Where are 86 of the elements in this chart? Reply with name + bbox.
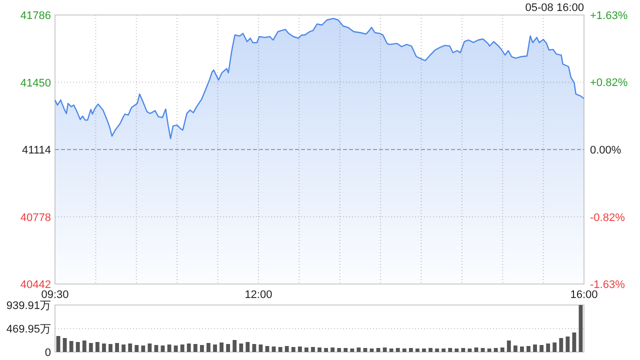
bar [442,348,446,352]
bar [396,348,400,352]
bar [272,346,276,352]
bar [206,343,210,352]
y-tick-label: 0 [44,347,51,359]
y2-tick-label: +0.82% [590,76,628,89]
y-tick-label: 41450 [20,77,51,90]
bar [122,344,126,352]
bar [566,336,570,352]
bar [304,348,308,352]
y-tick-label: 41786 [20,10,51,22]
bar [62,338,67,352]
bar [148,344,152,352]
bar [128,344,132,352]
bar [278,347,282,352]
bar [461,348,466,352]
bar [141,346,146,352]
bar [200,345,204,352]
bar [389,348,394,352]
bar [252,344,256,352]
y2-tick-label: 0.00% [590,144,622,156]
bar [76,342,80,352]
bar [311,347,315,352]
bar [350,348,354,352]
bar [356,348,361,352]
bar [422,348,426,352]
x-tick-label: 09:30 [41,289,69,301]
bar [448,348,452,352]
bar [494,348,498,352]
bar [193,344,198,352]
bar [108,344,112,352]
bar [513,346,518,352]
bar [69,341,74,352]
y2-tick-label: +1.63% [590,10,628,22]
bar [402,348,406,352]
bar [246,342,250,352]
bar [552,342,557,352]
bar [220,342,224,352]
bar [344,348,348,352]
bar [180,344,184,352]
bar [239,344,244,352]
bar [533,344,537,352]
bar [324,348,328,352]
y-tick-label: 41114 [22,144,51,156]
bar [408,348,413,352]
bar [428,348,432,352]
bar [298,346,302,352]
bar [559,338,564,352]
bar [174,346,178,352]
y2-tick-label: -0.82% [590,212,626,224]
bar [487,348,492,352]
bar [500,348,504,352]
bar [226,344,230,352]
text: 05-08 16:00 [525,2,584,14]
bar [134,345,139,352]
bar [416,348,420,352]
bar [186,344,191,352]
x-tick-label: 16:00 [570,289,598,301]
bar [102,344,106,352]
bar [318,348,322,352]
bar [382,348,387,352]
y-tick-label: 469.95万 [6,324,51,336]
bar [526,346,530,352]
bar [82,340,86,352]
bar [506,340,511,352]
bar [540,345,544,352]
bar [284,346,289,352]
bar [337,348,342,352]
bar [520,346,524,352]
y-tick-label: 40778 [20,212,51,224]
y-tick-label: 40442 [20,279,51,291]
bar [546,344,550,352]
bar [232,340,237,352]
y2-tick-label: -1.63% [590,279,626,291]
bar [572,332,576,352]
y-tick-label: 939.91万 [6,300,51,312]
bar [88,343,93,352]
bar [95,342,100,352]
bar [167,344,172,352]
bar [291,347,296,352]
bar [330,348,335,352]
bar [213,344,217,352]
x-tick-label: 12:00 [244,289,272,301]
bar [454,348,459,352]
bar [435,348,440,352]
bar [115,343,119,352]
